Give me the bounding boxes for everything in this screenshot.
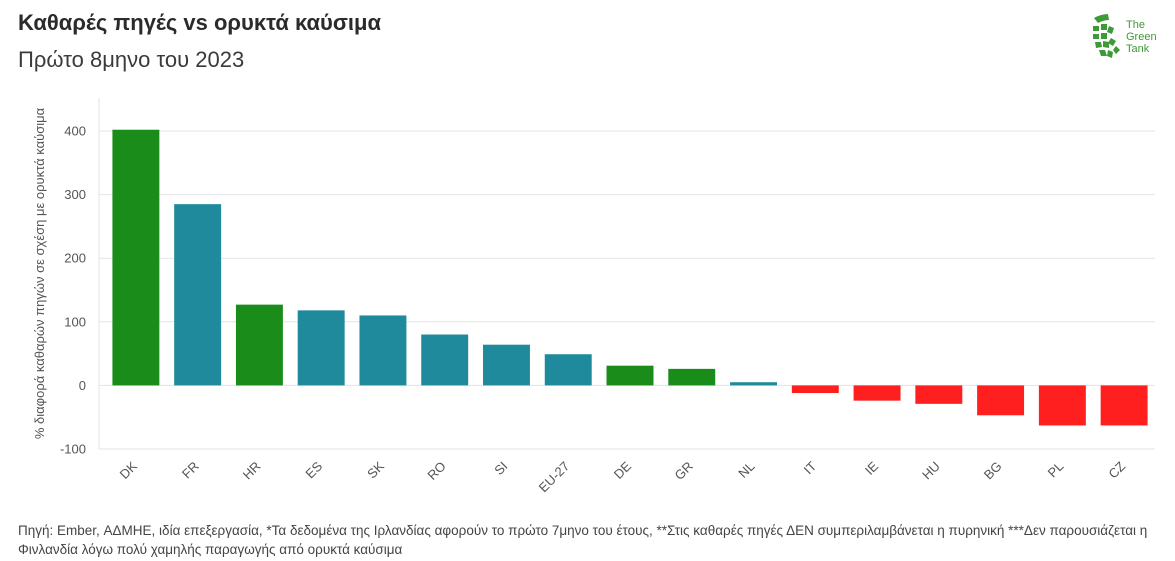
y-tick-label: 400	[64, 124, 86, 139]
bar-ie	[853, 385, 901, 401]
bar-pl	[1038, 385, 1086, 426]
bar-dk	[112, 129, 160, 386]
bar-cz	[1100, 385, 1148, 426]
bar-chart: -100 0 100 200 300 400 % διαφορά καθαρών πηγών…	[32, 98, 1155, 496]
bar-de	[606, 365, 654, 386]
x-tick-label: DE	[611, 458, 635, 482]
x-tick-label: DK	[117, 458, 141, 482]
x-tick-label: RO	[424, 459, 448, 483]
bar-eu-27	[544, 354, 592, 386]
y-axis-label: % διαφορά καθαρών πηγών σε σχέση με ορυκ…	[32, 107, 47, 439]
y-tick-label: -100	[60, 442, 86, 457]
x-tick-label: FR	[179, 459, 202, 482]
x-tick-label: GR	[671, 459, 695, 483]
bar-es	[297, 310, 345, 386]
chart-title: Καθαρές πηγές vs ορυκτά καύσιμα	[18, 10, 381, 35]
bar-hu	[915, 385, 963, 404]
y-tick-label: 300	[64, 187, 86, 202]
x-tick-label: SI	[491, 459, 510, 478]
x-tick-label: BG	[981, 459, 1005, 483]
bar-si	[483, 344, 530, 386]
y-tick-label: 100	[64, 314, 86, 329]
x-tick-label: IE	[862, 458, 882, 478]
bar-nl	[730, 382, 777, 386]
bar-hr	[235, 304, 283, 386]
chart-subtitle: Πρώτο 8μηνο του 2023	[18, 47, 245, 72]
x-tick-label: HU	[919, 459, 943, 483]
bar-ro	[421, 334, 469, 386]
bar-fr	[174, 204, 222, 386]
logo-line-3: Tank	[1126, 43, 1150, 55]
green-tank-logo-icon	[1093, 14, 1120, 58]
x-tick-label: IT	[801, 458, 820, 477]
x-tick-label: CZ	[1105, 458, 1128, 481]
bar-sk	[359, 315, 407, 386]
bar-gr	[668, 368, 716, 386]
x-tick-label: ES	[302, 458, 325, 481]
source-note: Πηγή: Ember, ΑΔΜΗΕ, ιδία επεξεργασία, *Τ…	[18, 523, 1148, 557]
logo-text: The Green Tank	[1126, 19, 1157, 55]
logo-line-1: The	[1126, 19, 1145, 31]
x-tick-label: NL	[735, 459, 757, 481]
x-tick-label: HR	[240, 459, 264, 483]
x-tick-label: SK	[364, 458, 387, 481]
y-tick-label: 0	[79, 378, 86, 393]
x-tick-label: EU-27	[536, 459, 573, 496]
x-tick-label: PL	[1045, 459, 1067, 481]
y-tick-label: 200	[64, 251, 86, 266]
bar-bg	[977, 385, 1025, 416]
bar-it	[791, 385, 839, 394]
logo-line-2: Green	[1126, 31, 1157, 43]
